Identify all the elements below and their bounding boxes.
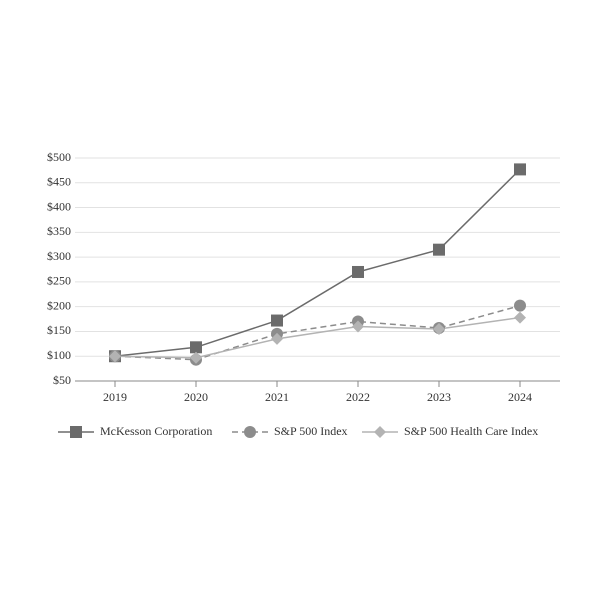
- y-tick-label: $150: [47, 323, 71, 337]
- x-tick-label: 2023: [427, 390, 451, 404]
- legend-label: S&P 500 Index: [274, 424, 348, 438]
- data-point: [109, 350, 121, 363]
- series-line: [114, 316, 521, 359]
- y-tick-label: $100: [47, 348, 71, 362]
- x-tick-label: 2021: [265, 390, 289, 404]
- data-point: [352, 265, 364, 278]
- data-point: [433, 322, 445, 335]
- y-tick-label: $450: [47, 175, 71, 189]
- series-line: [114, 304, 521, 361]
- legend-marker: [70, 426, 82, 438]
- data-point: [190, 351, 202, 364]
- data-point: [271, 332, 283, 345]
- data-point: [271, 314, 283, 327]
- data-point: [352, 320, 364, 333]
- data-point: [514, 311, 526, 324]
- x-tick-label: 2024: [508, 390, 532, 404]
- y-tick-label: $300: [47, 249, 71, 263]
- x-tick-label: 2022: [346, 390, 370, 404]
- legend-marker: [244, 426, 256, 438]
- y-tick-label: $200: [47, 298, 71, 312]
- y-tick-label: $50: [53, 373, 71, 387]
- y-tick-label: $350: [47, 224, 71, 238]
- data-point: [190, 341, 202, 354]
- y-tick-label: $500: [47, 150, 71, 164]
- data-point: [514, 163, 526, 176]
- legend-label: S&P 500 Health Care Index: [404, 424, 538, 438]
- data-point: [433, 243, 445, 256]
- legend-marker: [374, 426, 386, 438]
- data-point: [514, 299, 526, 312]
- y-tick-label: $250: [47, 274, 71, 288]
- series-line: [114, 168, 521, 357]
- legend-label: McKesson Corporation: [100, 424, 212, 438]
- x-tick-label: 2020: [184, 390, 208, 404]
- y-tick-label: $400: [47, 199, 71, 213]
- x-tick-label: 2019: [103, 390, 127, 404]
